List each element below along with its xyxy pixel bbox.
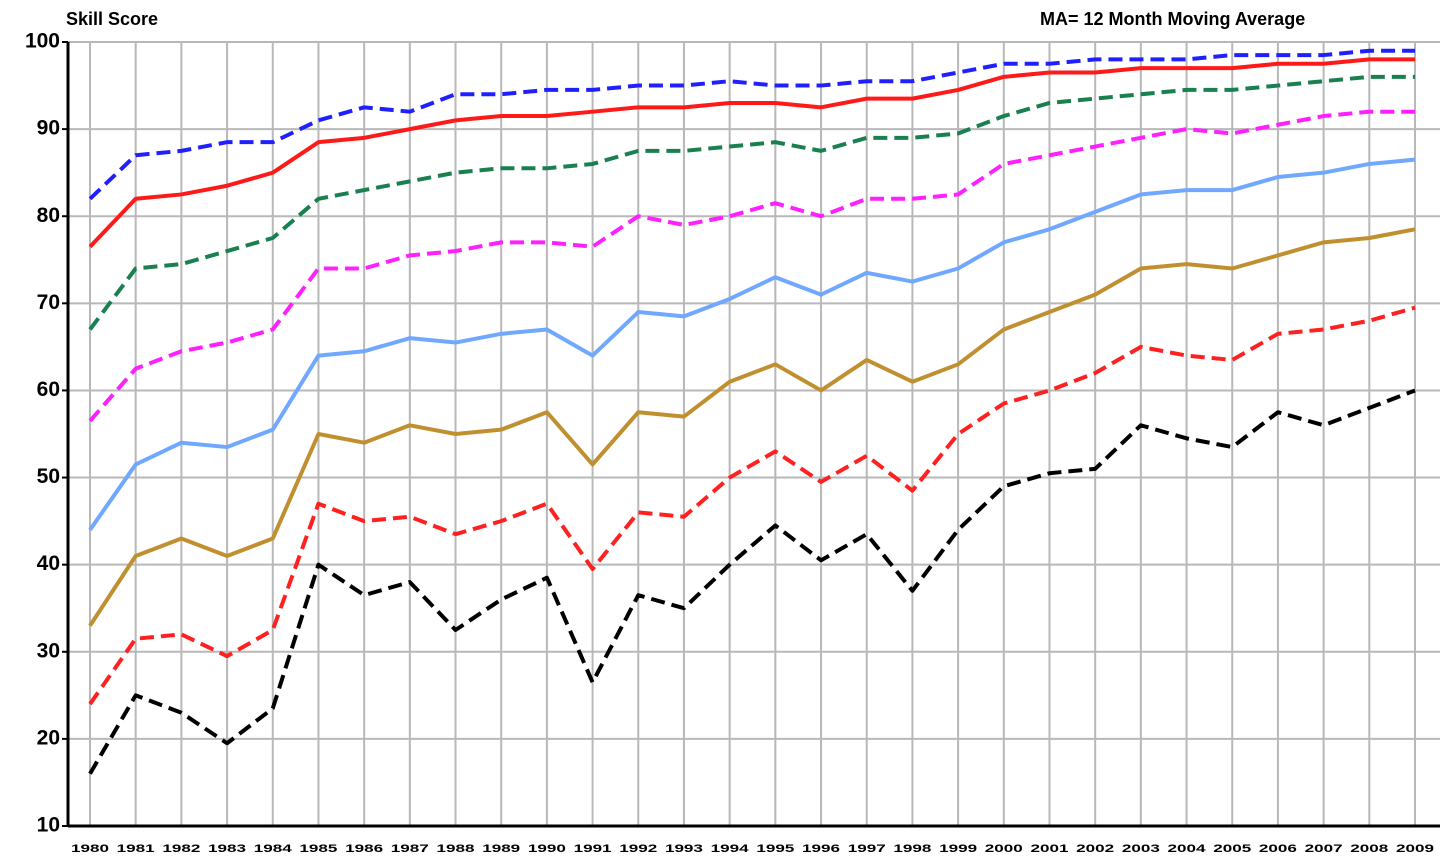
x-tick-label: 1981 — [117, 843, 155, 855]
x-tick-label: 2003 — [1122, 843, 1160, 855]
x-tick-label: 2005 — [1213, 843, 1251, 855]
x-tick-label: 1983 — [208, 843, 246, 855]
y-tick-label: 30 — [37, 639, 60, 662]
y-tick-label: 50 — [37, 465, 60, 488]
x-tick-label: 2009 — [1396, 843, 1434, 855]
y-tick-label: 100 — [25, 30, 60, 53]
y-tick-label: 20 — [37, 726, 60, 749]
x-tick-label: 1996 — [802, 843, 840, 855]
x-tick-label: 2001 — [1030, 843, 1068, 855]
x-tick-label: 1987 — [391, 843, 429, 855]
series-line — [88, 388, 1416, 775]
x-tick-label: 1989 — [482, 843, 520, 855]
x-tick-label: 2004 — [1168, 843, 1207, 855]
y-tick-label: 90 — [37, 117, 60, 140]
series-line — [88, 74, 1415, 331]
x-tick-label: 1997 — [848, 843, 886, 855]
x-tick-label: 1998 — [893, 843, 931, 855]
x-tick-label: 1982 — [162, 843, 200, 855]
x-tick-label: 1984 — [254, 843, 293, 855]
series-line — [88, 48, 1415, 201]
x-tick-label: 1986 — [345, 843, 383, 855]
series-line — [88, 305, 1416, 706]
x-tick-label: 1991 — [574, 843, 612, 855]
y-tick-label: 60 — [37, 378, 60, 401]
y-tick-label: 10 — [37, 814, 60, 837]
x-tick-label: 2006 — [1259, 843, 1297, 855]
x-tick-label: 1980 — [71, 843, 109, 855]
chart-subtitle: MA= 12 Month Moving Average — [1040, 9, 1305, 29]
x-tick-label: 1993 — [665, 843, 703, 855]
y-tick-label: 80 — [37, 204, 60, 227]
x-tick-label: 2008 — [1350, 843, 1388, 855]
x-tick-label: 2002 — [1076, 843, 1114, 855]
y-tick-label: 70 — [37, 291, 60, 314]
y-tick-label: 40 — [37, 552, 60, 575]
chart-title: Skill Score — [66, 9, 158, 29]
x-tick-label: 1995 — [756, 843, 794, 855]
x-tick-label: 1985 — [299, 843, 337, 855]
series-line — [88, 227, 1416, 627]
x-tick-label: 1988 — [437, 843, 475, 855]
series-line — [88, 57, 1415, 249]
x-tick-label: 1994 — [711, 843, 750, 855]
series-line — [88, 157, 1416, 531]
x-tick-label: 2007 — [1305, 843, 1343, 855]
series-line — [88, 109, 1415, 423]
x-tick-label: 1999 — [939, 843, 977, 855]
x-tick-label: 2000 — [985, 843, 1023, 855]
x-tick-label: 1990 — [528, 843, 566, 855]
x-tick-label: 1992 — [619, 843, 657, 855]
